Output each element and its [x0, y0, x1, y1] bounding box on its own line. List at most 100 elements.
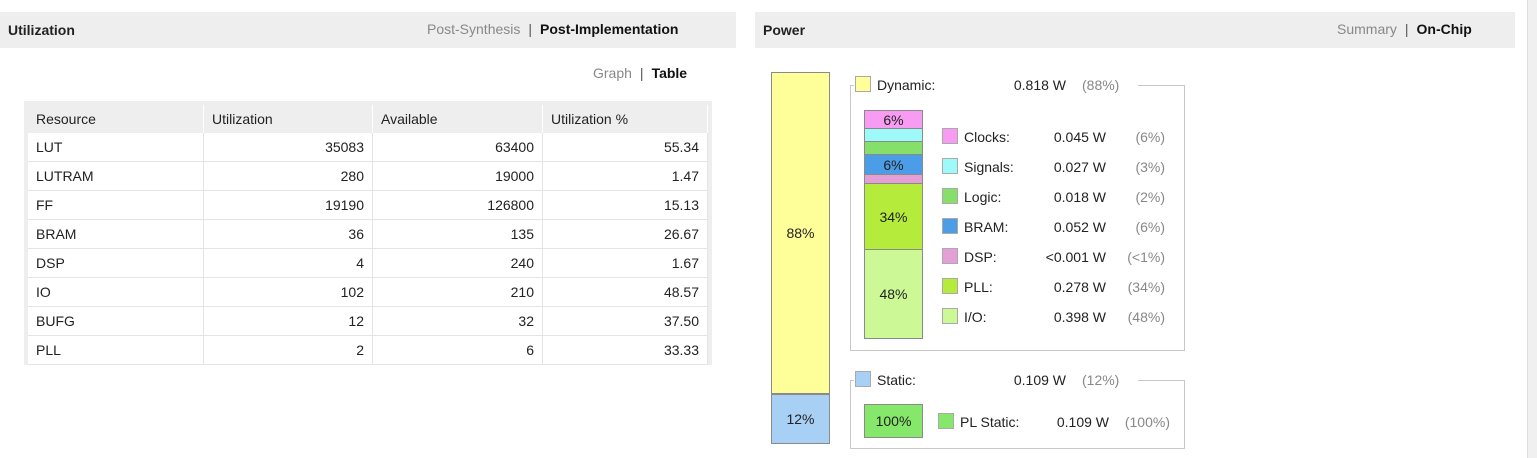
- cell-utilization-pct: 1.47: [542, 161, 708, 191]
- table-row[interactable]: BUFG 12 32 37.50: [28, 306, 708, 336]
- power-title: Power: [763, 22, 806, 38]
- cell-utilization-pct: 26.67: [542, 219, 708, 249]
- signals-swatch: [942, 158, 958, 174]
- dynamic-swatch: [855, 76, 871, 92]
- clocks-swatch: [942, 128, 958, 144]
- bram-label: BRAM:: [964, 219, 1009, 235]
- dynamic-group-line-left: [850, 85, 854, 86]
- table-row[interactable]: BRAM 36 135 26.67: [28, 219, 708, 249]
- pll-value: 0.278 W: [1053, 279, 1106, 295]
- column-header-utilization[interactable]: Utilization: [203, 105, 373, 133]
- bram-swatch: [942, 218, 958, 234]
- io-value: 0.398 W: [1053, 309, 1106, 325]
- total-static-bar-label: 12%: [786, 411, 815, 427]
- logic-label: Logic:: [964, 189, 1002, 205]
- dynamic-group-box: [850, 85, 1185, 351]
- view-tabs: Graph | Table: [593, 65, 687, 81]
- pl-static-segment[interactable]: 100%: [864, 404, 923, 438]
- view-tab-separator: |: [639, 65, 644, 81]
- total-dynamic-bar[interactable]: 88%: [771, 72, 830, 394]
- pl-static-value: 0.109 W: [1056, 414, 1109, 430]
- tab-on-chip[interactable]: On-Chip: [1416, 21, 1472, 37]
- signals-value: 0.027 W: [1053, 159, 1106, 175]
- static-group-box: [850, 380, 1185, 449]
- static-pct: (12%): [1082, 372, 1120, 388]
- static-swatch: [855, 371, 871, 387]
- cell-resource: IO: [28, 277, 204, 307]
- cell-available: 19000: [372, 161, 543, 191]
- dynamic-value: 0.818 W: [1013, 77, 1066, 93]
- clocks-pct: (6%): [1135, 129, 1165, 145]
- tab-post-implementation[interactable]: Post-Implementation: [540, 21, 679, 37]
- cell-available: 32: [372, 306, 543, 336]
- table-row[interactable]: DSP 4 240 1.67: [28, 248, 708, 278]
- cell-utilization-pct: 33.33: [542, 335, 708, 365]
- table-row[interactable]: LUTRAM 280 19000 1.47: [28, 161, 708, 191]
- vertical-scrollbar[interactable]: [1527, 0, 1537, 458]
- pl-static-swatch: [938, 413, 954, 429]
- pll-swatch: [942, 278, 958, 294]
- dynamic-clocks-segment-label: 6%: [883, 111, 904, 128]
- static-group-line: [1138, 380, 1185, 381]
- dynamic-io-segment[interactable]: 48%: [864, 249, 923, 339]
- signals-pct: (3%): [1135, 159, 1165, 175]
- signals-label: Signals:: [964, 159, 1014, 175]
- bram-value: 0.052 W: [1053, 219, 1106, 235]
- dynamic-logic-segment[interactable]: [864, 141, 923, 155]
- utilization-table-container: Resource Utilization Available Utilizati…: [24, 101, 712, 365]
- dynamic-pll-segment[interactable]: 34%: [864, 183, 923, 250]
- tab-separator: |: [528, 21, 533, 37]
- column-header-resource[interactable]: Resource: [28, 105, 204, 133]
- column-header-utilization-pct[interactable]: Utilization %: [542, 105, 708, 133]
- total-static-bar[interactable]: 12%: [771, 394, 830, 444]
- table-row[interactable]: IO 102 210 48.57: [28, 277, 708, 307]
- static-value: 0.109 W: [1013, 372, 1066, 388]
- cell-available: 210: [372, 277, 543, 307]
- utilization-header: Utilization Post-Synthesis | Post-Implemen…: [0, 12, 736, 48]
- tab-post-synthesis[interactable]: Post-Synthesis: [427, 21, 521, 37]
- table-row[interactable]: FF 19190 126800 15.13: [28, 190, 708, 220]
- cell-utilization-pct: 37.50: [542, 306, 708, 336]
- cell-utilization-pct: 48.57: [542, 277, 708, 307]
- cell-available: 6: [372, 335, 543, 365]
- pl-static-segment-label: 100%: [875, 413, 912, 429]
- power-header: Power Summary | On-Chip: [755, 12, 1515, 48]
- dsp-pct: (<1%): [1127, 249, 1165, 265]
- table-row[interactable]: PLL 2 6 33.33: [28, 335, 708, 365]
- utilization-tabs: Post-Synthesis | Post-Implementation: [427, 21, 678, 37]
- dynamic-bram-segment-label: 6%: [883, 156, 904, 173]
- column-header-available[interactable]: Available: [372, 105, 543, 133]
- dynamic-label: Dynamic:: [877, 77, 936, 93]
- dynamic-signals-segment[interactable]: [864, 128, 923, 142]
- utilization-table: Resource Utilization Available Utilizati…: [28, 105, 708, 365]
- io-pct: (48%): [1127, 309, 1165, 325]
- tab-separator: |: [1404, 21, 1409, 37]
- tab-table[interactable]: Table: [651, 65, 688, 81]
- cell-resource: LUTRAM: [28, 161, 204, 191]
- tab-summary[interactable]: Summary: [1337, 21, 1397, 37]
- tab-graph[interactable]: Graph: [593, 65, 632, 81]
- clocks-value: 0.045 W: [1053, 129, 1106, 145]
- dynamic-bram-segment[interactable]: 6%: [864, 154, 923, 175]
- cell-resource: LUT: [28, 133, 204, 162]
- io-swatch: [942, 308, 958, 324]
- dynamic-clocks-segment[interactable]: 6%: [864, 110, 923, 129]
- cell-utilization: 19190: [203, 190, 373, 220]
- table-header-row: Resource Utilization Available Utilizati…: [28, 105, 708, 133]
- static-group-line-left: [850, 380, 854, 381]
- pll-label: PLL:: [964, 279, 993, 295]
- dynamic-io-segment-label: 48%: [879, 286, 908, 302]
- power-tabs: Summary | On-Chip: [1337, 21, 1472, 37]
- table-row[interactable]: LUT 35083 63400 55.34: [28, 133, 708, 162]
- cell-available: 135: [372, 219, 543, 249]
- cell-utilization: 2: [203, 335, 373, 365]
- cell-available: 126800: [372, 190, 543, 220]
- cell-utilization: 280: [203, 161, 373, 191]
- cell-resource: PLL: [28, 335, 204, 365]
- cell-resource: FF: [28, 190, 204, 220]
- total-dynamic-bar-label: 88%: [786, 225, 815, 241]
- pl-static-pct: (100%): [1124, 414, 1170, 430]
- cell-utilization: 12: [203, 306, 373, 336]
- logic-pct: (2%): [1135, 189, 1165, 205]
- cell-utilization: 36: [203, 219, 373, 249]
